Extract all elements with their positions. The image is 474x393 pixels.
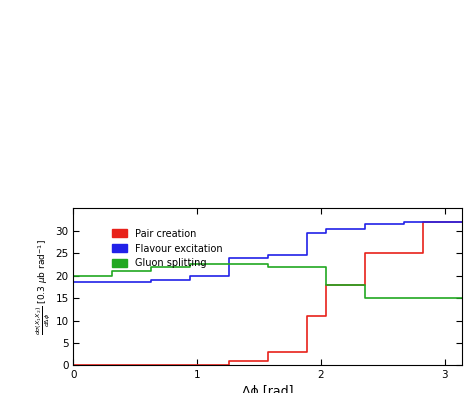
X-axis label: Δϕ [rad]: Δϕ [rad] <box>242 384 293 393</box>
Legend: Pair creation, Flavour excitation, Gluon splitting: Pair creation, Flavour excitation, Gluon… <box>109 226 225 271</box>
Y-axis label: $\frac{d\sigma(X_1 X_2)}{d\Delta\phi}$ [0.3 $\mu$b rad$^{-1}$]: $\frac{d\sigma(X_1 X_2)}{d\Delta\phi}$ [… <box>34 239 53 335</box>
